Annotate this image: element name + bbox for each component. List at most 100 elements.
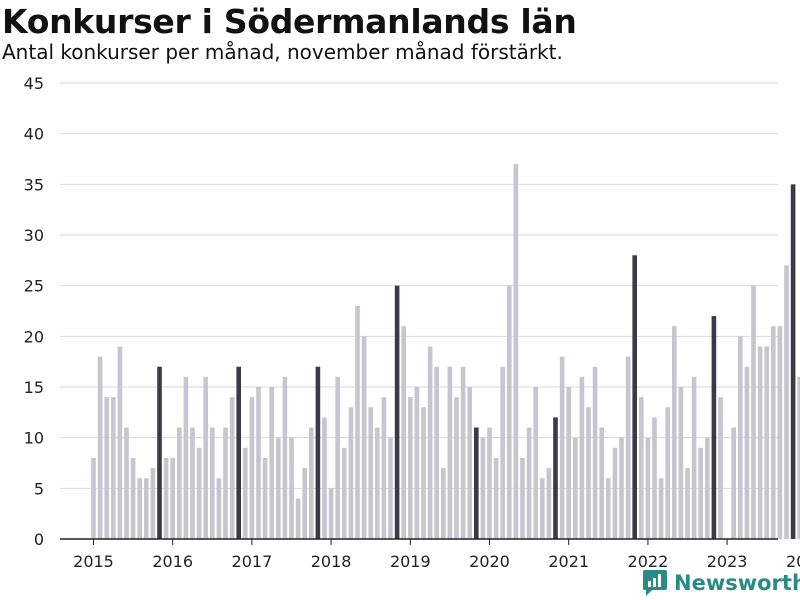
bar <box>124 427 129 539</box>
bar <box>381 397 387 539</box>
y-tick-label: 40 <box>24 125 44 144</box>
bar <box>625 356 631 539</box>
bar <box>434 366 439 539</box>
bar <box>606 478 611 539</box>
bar <box>130 457 136 539</box>
y-tick-label: 30 <box>24 226 44 245</box>
bar <box>104 397 109 539</box>
bar <box>619 437 624 539</box>
bar <box>355 305 360 539</box>
bar-november <box>394 285 400 539</box>
bar <box>348 407 354 539</box>
bar <box>526 427 532 539</box>
bar <box>137 478 142 539</box>
bar <box>579 376 585 539</box>
bar <box>764 346 769 539</box>
y-tick-label: 0 <box>34 530 44 549</box>
bar <box>368 407 373 539</box>
y-tick-label: 25 <box>24 277 44 296</box>
x-tick-label: 2021 <box>548 552 589 571</box>
bar <box>685 468 690 539</box>
x-tick-label: 2024 <box>786 552 800 571</box>
x-tick-label: 2018 <box>311 552 352 571</box>
bar <box>150 468 156 539</box>
bar <box>203 376 208 539</box>
bar <box>447 366 453 539</box>
bar <box>295 498 301 539</box>
bar <box>276 437 281 539</box>
bar <box>256 387 261 539</box>
bar <box>309 427 314 539</box>
bar <box>744 366 750 539</box>
bar <box>777 326 783 539</box>
x-tick-label: 2020 <box>469 552 510 571</box>
bar <box>249 397 255 539</box>
bar <box>302 468 307 539</box>
bar <box>269 387 274 539</box>
bar <box>183 376 189 539</box>
bar <box>361 336 367 539</box>
bar <box>718 397 723 539</box>
bar-november <box>236 366 241 539</box>
bar <box>487 427 492 539</box>
bar <box>170 457 175 539</box>
y-tick-label: 5 <box>34 479 44 498</box>
bar <box>698 447 703 539</box>
bar <box>507 285 512 539</box>
bar <box>738 336 743 539</box>
bar-november <box>474 427 479 539</box>
y-tick-label: 15 <box>24 378 44 397</box>
bar <box>441 468 446 539</box>
y-axis-labels: 0 5 10 15 20 25 30 35 40 45 <box>24 74 44 549</box>
bar <box>784 265 789 539</box>
brand-logo: Newsworthy <box>642 568 800 598</box>
bar <box>210 427 215 539</box>
bar <box>460 366 466 539</box>
bar <box>586 407 591 539</box>
bar <box>342 447 347 539</box>
bar <box>229 397 235 539</box>
bar-november <box>553 417 558 539</box>
y-tick-label: 10 <box>24 429 44 448</box>
bar <box>771 326 776 539</box>
bar <box>500 366 505 539</box>
x-tick-label: 2016 <box>152 552 193 571</box>
bar <box>328 488 334 539</box>
bar-november <box>711 316 717 539</box>
newsworthy-logo-icon <box>643 570 667 596</box>
bar <box>540 478 545 539</box>
y-tick-label: 20 <box>24 327 44 346</box>
bar <box>493 457 499 539</box>
x-tick-label: 2019 <box>390 552 431 571</box>
bar <box>408 397 413 539</box>
bar <box>645 437 651 539</box>
x-axis: 2015 2016 2017 2018 2019 2020 2021 2022 2023 2024 <box>60 538 800 571</box>
bar <box>467 387 472 539</box>
bar-november <box>315 366 321 539</box>
bar <box>322 417 327 539</box>
bar <box>592 366 598 539</box>
bar <box>691 376 697 539</box>
chart-subtitle: Antal konkurser per månad, november måna… <box>2 40 563 64</box>
bar <box>243 447 248 539</box>
x-tick-label: 2023 <box>707 552 748 571</box>
chart-title: Konkurser i Södermanlands län <box>2 2 577 41</box>
bar <box>111 397 116 539</box>
bar <box>163 457 169 539</box>
bar <box>705 437 710 539</box>
bar <box>658 478 664 539</box>
bar <box>335 376 340 539</box>
bar <box>480 437 486 539</box>
x-tick-label: 2015 <box>73 552 114 571</box>
bar <box>678 387 684 539</box>
bar <box>427 346 433 539</box>
bar <box>144 478 149 539</box>
bar <box>388 437 393 539</box>
bar <box>97 356 103 539</box>
brand-name: Newsworthy <box>674 571 800 595</box>
bar <box>639 397 644 539</box>
bar <box>757 346 763 539</box>
bar <box>751 285 756 539</box>
bar <box>177 427 182 539</box>
bar <box>612 447 618 539</box>
